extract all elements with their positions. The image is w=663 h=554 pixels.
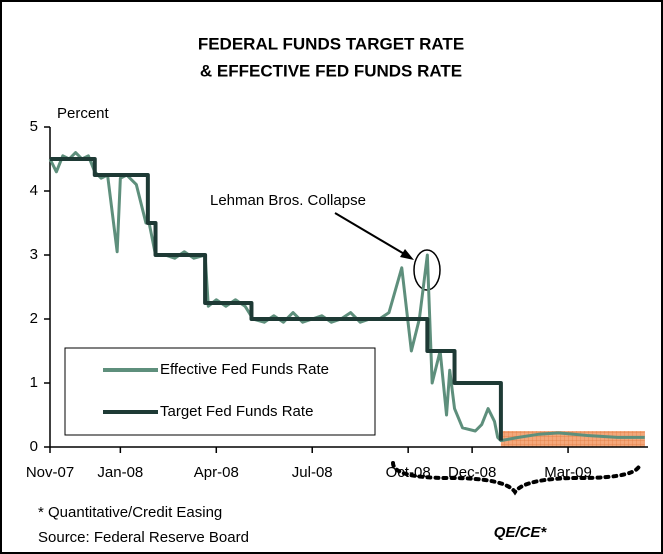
y-axis-label: Percent [57,105,110,122]
y-tick-label: 4 [30,182,38,199]
x-tick-label: Mar-09 [544,464,592,481]
x-tick-label: Nov-07 [26,464,74,481]
x-tick-label: Apr-08 [194,464,239,481]
annotation-arrow [334,212,407,256]
legend-box [64,347,376,436]
y-tick-label: 1 [30,374,38,391]
footnote: * Quantitative/Credit Easing [38,504,222,521]
series-line [50,157,503,441]
footnote: Source: Federal Reserve Board [38,529,249,546]
chart-title: & EFFECTIVE FED FUNDS RATE [200,61,462,80]
y-tick-label: 3 [30,246,38,263]
annotation: QE/CE* [494,524,548,541]
x-tick-label: Jul-08 [292,464,333,481]
x-tick-label: Dec-08 [448,464,496,481]
x-tick-label: Jan-08 [97,464,143,481]
chart-title: FEDERAL FUNDS TARGET RATE [198,34,464,53]
arrowhead [400,249,414,260]
y-tick-label: 0 [30,438,38,455]
y-tick-label: 5 [30,118,38,135]
qe-brace [391,461,642,496]
legend-label: Target Fed Funds Rate [160,403,313,420]
annotation: Lehman Bros. Collapse [210,192,366,209]
y-tick-label: 2 [30,310,38,327]
x-tick-label: Oct-08 [386,464,431,481]
legend-label: Effective Fed Funds Rate [160,361,329,378]
highlight-circle [413,249,441,291]
